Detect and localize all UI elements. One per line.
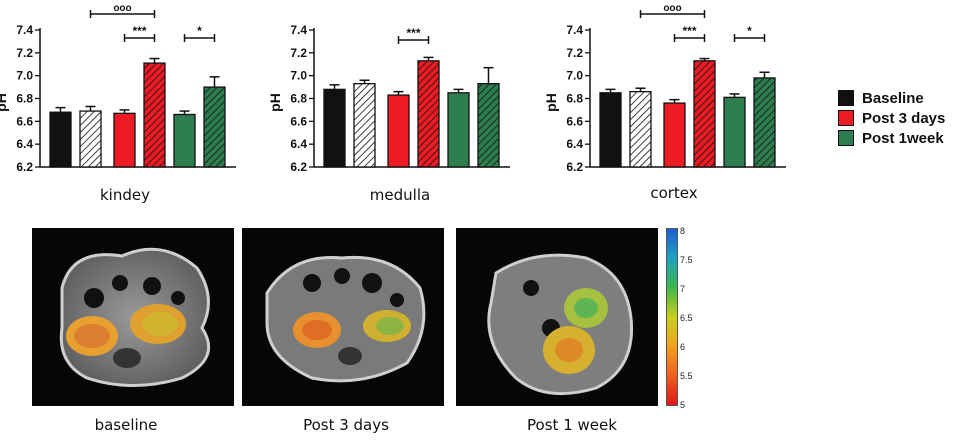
bar: [113, 112, 136, 168]
bar: [387, 94, 410, 168]
legend-item-post-3-days: Post 3 days: [838, 108, 945, 128]
mri-image-post-1-week: [456, 228, 658, 406]
bar: [753, 77, 776, 168]
chart-name-kidney: kindey: [100, 186, 150, 204]
y-tick-label: 6.8: [290, 92, 307, 106]
colorbar-tick-label: 6: [680, 342, 686, 352]
y-tick-label: 6.4: [566, 137, 583, 151]
legend-item-baseline: Baseline: [838, 88, 945, 108]
colorbar-tick-label: 7.5: [680, 255, 693, 265]
significance-label: ooo: [113, 3, 131, 14]
y-axis-label: pH: [543, 93, 559, 112]
legend-label: Baseline: [862, 89, 924, 107]
y-tick-label: 7.0: [566, 69, 583, 83]
legend-label: Post 3 days: [862, 109, 946, 127]
legend-label: Post 1week: [862, 129, 944, 147]
significance-label: *: [197, 24, 202, 38]
mri-image-post-3-days: [242, 228, 444, 406]
bar: [477, 83, 500, 168]
mri-image-baseline: [32, 228, 234, 406]
significance-label: ooo: [663, 3, 681, 14]
y-tick-label: 7.4: [290, 23, 307, 37]
bar: [723, 96, 746, 168]
bar: [323, 88, 346, 168]
colorbar-tick-label: 5.5: [680, 371, 693, 381]
y-tick-label: 7.0: [16, 69, 33, 83]
y-tick-label: 6.4: [290, 137, 307, 151]
colorbar-tick-label: 5: [680, 400, 686, 410]
bar: [79, 110, 102, 168]
image-caption-baseline: baseline: [94, 416, 158, 434]
y-tick-label: 7.0: [290, 69, 307, 83]
legend-swatch-post-3-days: [838, 110, 854, 126]
legend-swatch-post-1week: [838, 130, 854, 146]
bar: [203, 86, 226, 168]
y-tick-label: 7.4: [16, 23, 33, 37]
bar: [599, 92, 622, 168]
y-tick-label: 7.2: [290, 46, 307, 60]
chart-medulla: 6.2 6.4 6.6 6.8 7.0 7.2 7.4 pH ***: [267, 23, 510, 174]
image-caption-post-3-days: Post 3 days: [303, 416, 389, 434]
y-tick-label: 6.6: [16, 114, 33, 128]
y-tick-label: 7.2: [566, 46, 583, 60]
bar: [629, 91, 652, 168]
bar: [49, 111, 72, 168]
y-tick-label: 6.2: [290, 160, 307, 174]
significance-label: ***: [682, 24, 696, 38]
colorbar-tick-label: 8: [680, 226, 686, 236]
significance-label: ***: [132, 24, 146, 38]
bar: [143, 62, 166, 168]
y-tick-label: 6.6: [290, 114, 307, 128]
bar: [353, 83, 376, 168]
bar: [663, 102, 686, 168]
y-tick-label: 6.4: [16, 137, 33, 151]
significance-label: ***: [406, 26, 420, 40]
legend: Baseline Post 3 days Post 1week: [838, 88, 945, 148]
y-tick-label: 7.2: [16, 46, 33, 60]
y-tick-label: 6.8: [566, 92, 583, 106]
bar: [693, 60, 716, 168]
chart-name-medulla: medulla: [369, 186, 431, 204]
significance-label: *: [747, 24, 752, 38]
bar: [417, 60, 440, 168]
bar: [447, 92, 470, 168]
image-caption-post-1-week: Post 1 week: [527, 416, 617, 434]
bar: [173, 113, 196, 168]
y-tick-label: 7.4: [566, 23, 583, 37]
y-tick-label: 6.6: [566, 114, 583, 128]
colorbar-tick-label: 7: [680, 284, 686, 294]
y-axis-label: pH: [0, 93, 9, 112]
ph-colorbar: [666, 228, 678, 406]
legend-item-post-1week: Post 1week: [838, 128, 945, 148]
y-tick-label: 6.8: [16, 92, 33, 106]
y-tick-label: 6.2: [16, 160, 33, 174]
colorbar-tick-label: 6.5: [680, 313, 693, 323]
y-axis-label: pH: [267, 93, 283, 112]
chart-name-cortex: cortex: [650, 184, 698, 202]
legend-swatch-baseline: [838, 90, 854, 106]
y-tick-label: 6.2: [566, 160, 583, 174]
